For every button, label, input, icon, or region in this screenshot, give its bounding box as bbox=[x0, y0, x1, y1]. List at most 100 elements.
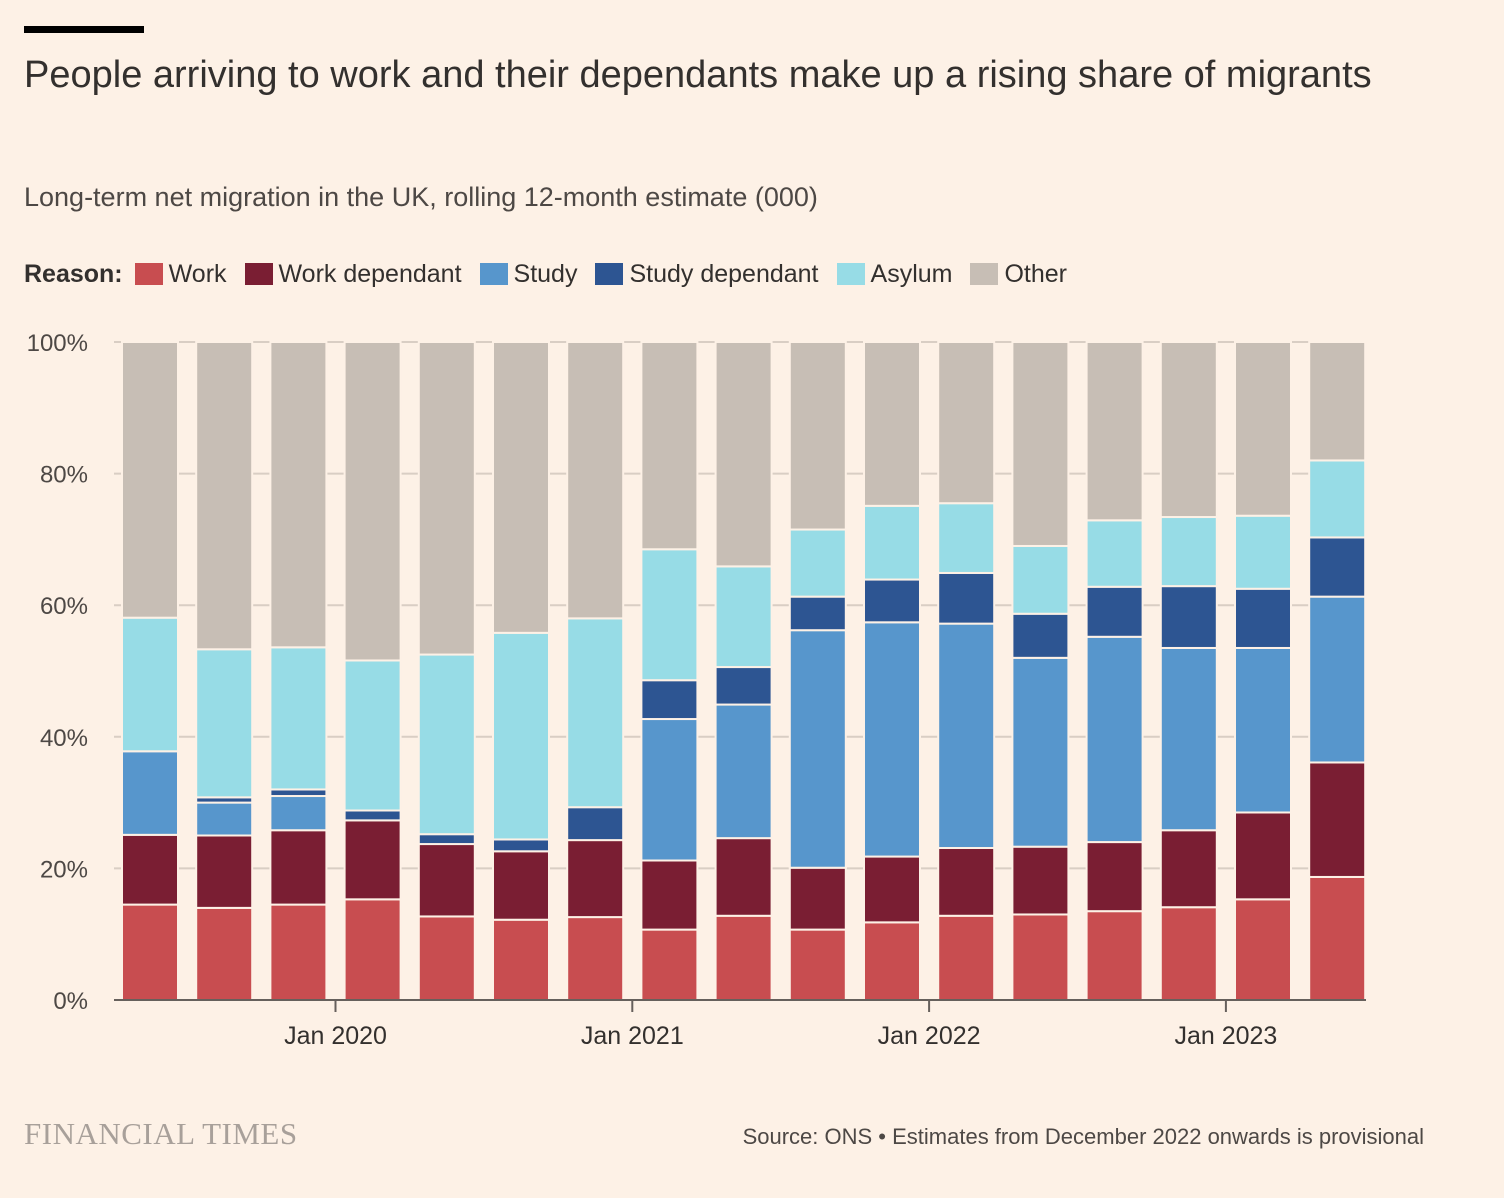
bar-segment bbox=[343, 659, 402, 812]
bar-segment bbox=[937, 502, 996, 574]
bar-segment bbox=[566, 916, 625, 1001]
bar-segment bbox=[1085, 841, 1144, 913]
bar-segment bbox=[1085, 585, 1144, 638]
bar-segment bbox=[269, 795, 328, 832]
bar-segment bbox=[640, 718, 699, 862]
legend-item-work-dependant: Work dependant bbox=[244, 259, 462, 289]
bar-segment bbox=[788, 866, 847, 931]
source-note: Source: ONS • Estimates from December 20… bbox=[742, 1124, 1424, 1149]
stacked-bar-chart: 0% 20% 40% 60% 80% 100% Jan 2020 Jan 2021 Jan 20… bbox=[27, 330, 1367, 1050]
bar-segment bbox=[343, 898, 402, 1001]
bar-segment bbox=[937, 622, 996, 850]
bar-segment bbox=[1085, 519, 1144, 588]
bar-segment bbox=[1308, 761, 1367, 878]
bar-segment bbox=[1011, 913, 1070, 1002]
bar-segment bbox=[937, 847, 996, 917]
bar-segment bbox=[1234, 341, 1292, 517]
bar-segment bbox=[788, 595, 847, 632]
bar-segment bbox=[417, 915, 476, 1002]
bar-segment bbox=[1159, 646, 1218, 832]
bar-segment bbox=[1011, 612, 1070, 659]
legend-swatch-asylum bbox=[836, 263, 865, 285]
bar-segment bbox=[714, 666, 773, 706]
bar-segment bbox=[343, 809, 402, 822]
bar-segment bbox=[1011, 656, 1070, 848]
bar-segment bbox=[1308, 875, 1367, 1001]
legend-swatch-study-dependant bbox=[595, 263, 624, 285]
bar-segment bbox=[417, 843, 476, 918]
bar-segment bbox=[863, 921, 921, 1002]
bar-segment bbox=[1011, 845, 1070, 916]
legend-text-work-dependant: Work dependant bbox=[278, 259, 462, 288]
y-tick-label: 0% bbox=[53, 988, 88, 1015]
bar-segment bbox=[121, 833, 179, 906]
y-tick-label: 80% bbox=[40, 462, 88, 489]
bar-segment bbox=[863, 855, 921, 924]
bar-segment bbox=[1011, 341, 1070, 547]
bar-segment bbox=[714, 341, 773, 568]
bar-segment bbox=[1085, 910, 1144, 1001]
bar-segment bbox=[1308, 536, 1367, 598]
bar-segment bbox=[195, 834, 254, 909]
title-bar-decoration bbox=[24, 26, 144, 33]
bar-segment bbox=[566, 341, 625, 620]
bar-segment bbox=[1159, 829, 1218, 909]
bar-segment bbox=[1308, 459, 1367, 539]
bar-segment bbox=[492, 838, 550, 853]
bar-segment bbox=[863, 621, 921, 858]
bar-segment bbox=[269, 341, 328, 649]
bar-segment bbox=[1159, 516, 1218, 588]
bar-segment bbox=[1308, 341, 1367, 462]
bar-segment bbox=[788, 629, 847, 869]
bar-segment bbox=[269, 829, 328, 906]
legend-item-asylum: Asylum bbox=[836, 259, 953, 289]
bar-segment bbox=[343, 341, 402, 662]
bar-segment bbox=[640, 679, 699, 721]
bar-segment bbox=[417, 653, 476, 836]
bar-segment bbox=[1234, 811, 1292, 901]
bar-segment bbox=[121, 903, 179, 1002]
bar-segment bbox=[566, 806, 625, 842]
legend-text-asylum: Asylum bbox=[870, 259, 953, 288]
bar-segment bbox=[640, 859, 699, 931]
y-tick-label: 100% bbox=[27, 330, 88, 357]
legend-swatch-other bbox=[970, 263, 999, 285]
bar-segment bbox=[121, 750, 179, 836]
bar-segment bbox=[788, 341, 847, 531]
bar-segment bbox=[121, 341, 179, 619]
y-tick-label: 60% bbox=[40, 593, 88, 620]
bar-segment bbox=[1234, 514, 1292, 590]
bar-segment bbox=[566, 617, 625, 809]
bar-segment bbox=[1308, 595, 1367, 764]
bar-segment bbox=[417, 833, 476, 846]
bar-segment bbox=[1011, 544, 1070, 615]
bar-segment bbox=[937, 341, 996, 505]
bar-segment bbox=[1234, 646, 1292, 814]
bar-segment bbox=[492, 341, 550, 634]
bar-segment bbox=[863, 578, 921, 624]
legend-text-study: Study bbox=[513, 259, 578, 288]
legend: Reason: Work Work dependant Study Study … bbox=[24, 257, 1085, 291]
bar-segment bbox=[714, 914, 773, 1001]
x-tick-label: Jan 2021 bbox=[581, 1022, 684, 1050]
bar-segment bbox=[195, 801, 254, 837]
bar-segment bbox=[195, 648, 254, 799]
x-tick-label: Jan 2020 bbox=[284, 1022, 387, 1050]
bar-segment bbox=[863, 504, 921, 581]
legend-swatch-study bbox=[479, 263, 508, 285]
legend-item-study-dependant: Study dependant bbox=[595, 260, 819, 289]
bar-segment bbox=[640, 928, 699, 1001]
bar-segment bbox=[937, 571, 996, 625]
bar-segment bbox=[1159, 906, 1218, 1001]
ft-logo: FINANCIAL TIMES bbox=[24, 1116, 298, 1151]
x-tick-label: Jan 2022 bbox=[878, 1022, 981, 1050]
bar-segment bbox=[1159, 585, 1218, 649]
bar-segment bbox=[1085, 635, 1144, 844]
legend-text-other: Other bbox=[1004, 259, 1068, 288]
bar-segment bbox=[714, 565, 773, 669]
bar-segment bbox=[195, 341, 254, 651]
bar-segment bbox=[714, 703, 773, 840]
bar-segment bbox=[1234, 898, 1292, 1001]
bar-segment bbox=[640, 341, 699, 551]
legend-label: Reason: bbox=[24, 259, 123, 288]
